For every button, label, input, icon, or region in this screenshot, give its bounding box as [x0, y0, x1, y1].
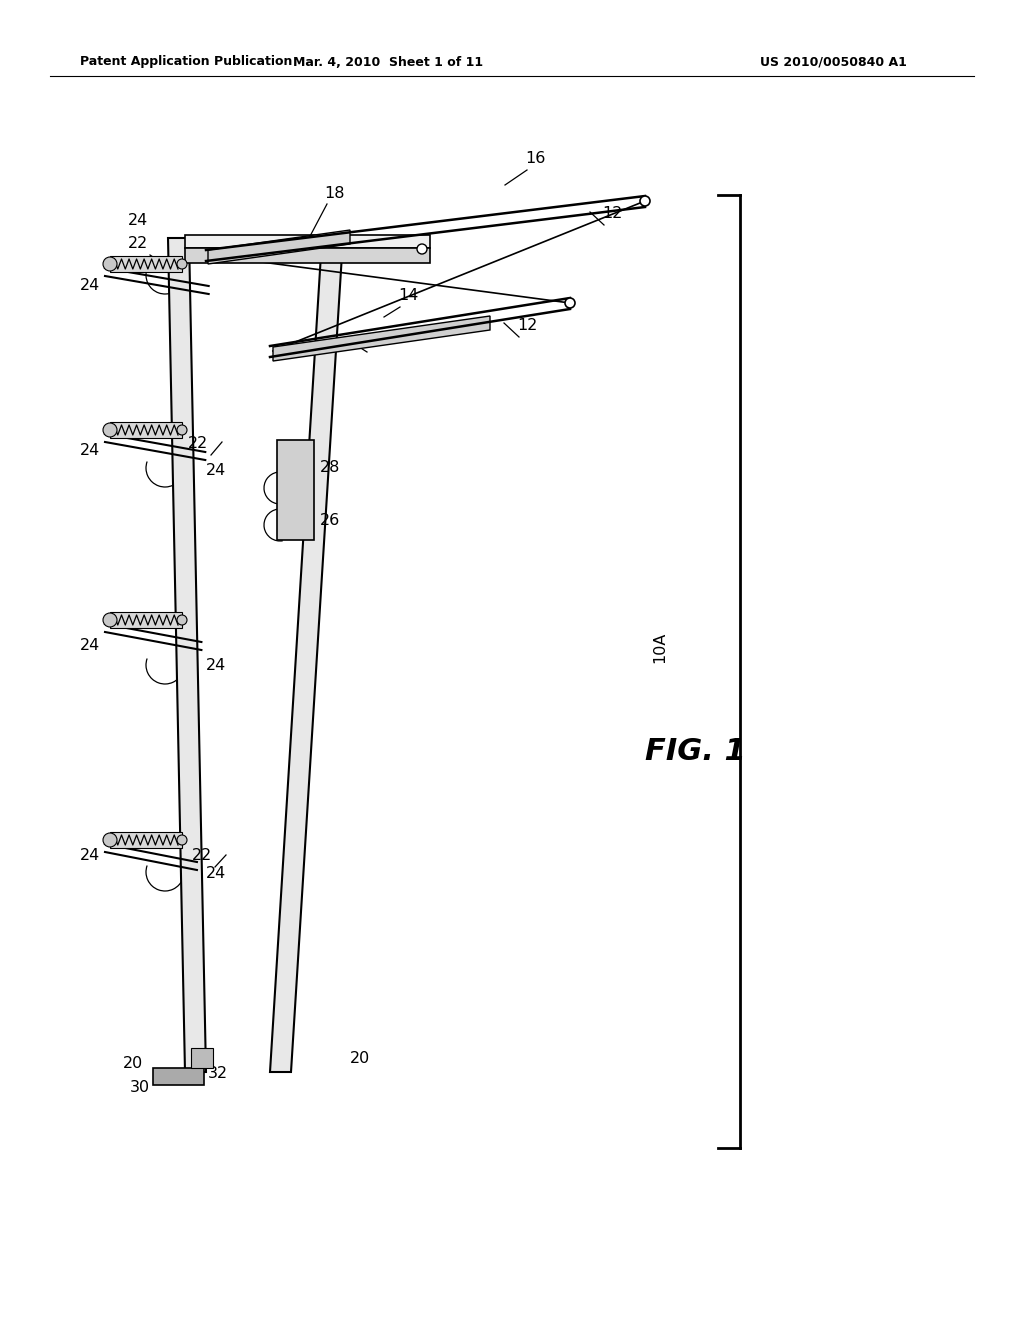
Text: FIG. 1: FIG. 1 — [645, 737, 745, 766]
Text: 22: 22 — [128, 236, 148, 251]
Polygon shape — [273, 315, 490, 360]
Text: 16: 16 — [525, 150, 545, 166]
Polygon shape — [110, 256, 182, 272]
Circle shape — [103, 833, 117, 847]
Circle shape — [417, 244, 427, 253]
Text: 26: 26 — [319, 513, 340, 528]
Circle shape — [177, 836, 187, 845]
Text: 10A: 10A — [652, 632, 668, 663]
Circle shape — [177, 259, 187, 269]
Circle shape — [177, 425, 187, 436]
Polygon shape — [168, 238, 206, 1072]
Text: 32: 32 — [208, 1067, 228, 1081]
Polygon shape — [191, 1048, 213, 1068]
Text: 30: 30 — [130, 1080, 151, 1096]
Text: 12: 12 — [602, 206, 623, 220]
Text: 18: 18 — [325, 186, 345, 201]
Circle shape — [640, 195, 650, 206]
Text: US 2010/0050840 A1: US 2010/0050840 A1 — [760, 55, 907, 69]
Polygon shape — [270, 238, 343, 1072]
Polygon shape — [110, 422, 182, 438]
Circle shape — [103, 257, 117, 271]
Text: Mar. 4, 2010  Sheet 1 of 11: Mar. 4, 2010 Sheet 1 of 11 — [293, 55, 483, 69]
Polygon shape — [153, 1068, 204, 1085]
Text: 24: 24 — [206, 463, 226, 478]
Text: 22: 22 — [187, 436, 208, 451]
Polygon shape — [185, 235, 430, 248]
Polygon shape — [185, 248, 430, 263]
Text: 14: 14 — [314, 238, 335, 253]
Text: 14: 14 — [397, 288, 418, 304]
Polygon shape — [208, 230, 350, 264]
Text: 24: 24 — [128, 213, 148, 228]
Text: 28: 28 — [319, 459, 340, 475]
Circle shape — [103, 422, 117, 437]
Text: Patent Application Publication: Patent Application Publication — [80, 55, 293, 69]
Text: 24: 24 — [80, 279, 100, 293]
Text: 20: 20 — [123, 1056, 143, 1071]
Text: 24: 24 — [80, 638, 100, 653]
Text: 22: 22 — [191, 847, 212, 863]
Text: 24: 24 — [80, 847, 100, 863]
Circle shape — [565, 298, 575, 308]
Polygon shape — [110, 612, 182, 628]
Text: 12: 12 — [517, 318, 538, 333]
Text: 16: 16 — [365, 333, 385, 348]
Polygon shape — [276, 440, 314, 540]
Text: 24: 24 — [206, 657, 226, 673]
Text: 24: 24 — [206, 866, 226, 880]
Text: 20: 20 — [350, 1051, 370, 1067]
Text: 24: 24 — [80, 444, 100, 458]
Polygon shape — [110, 832, 182, 847]
Circle shape — [103, 612, 117, 627]
Circle shape — [177, 615, 187, 624]
